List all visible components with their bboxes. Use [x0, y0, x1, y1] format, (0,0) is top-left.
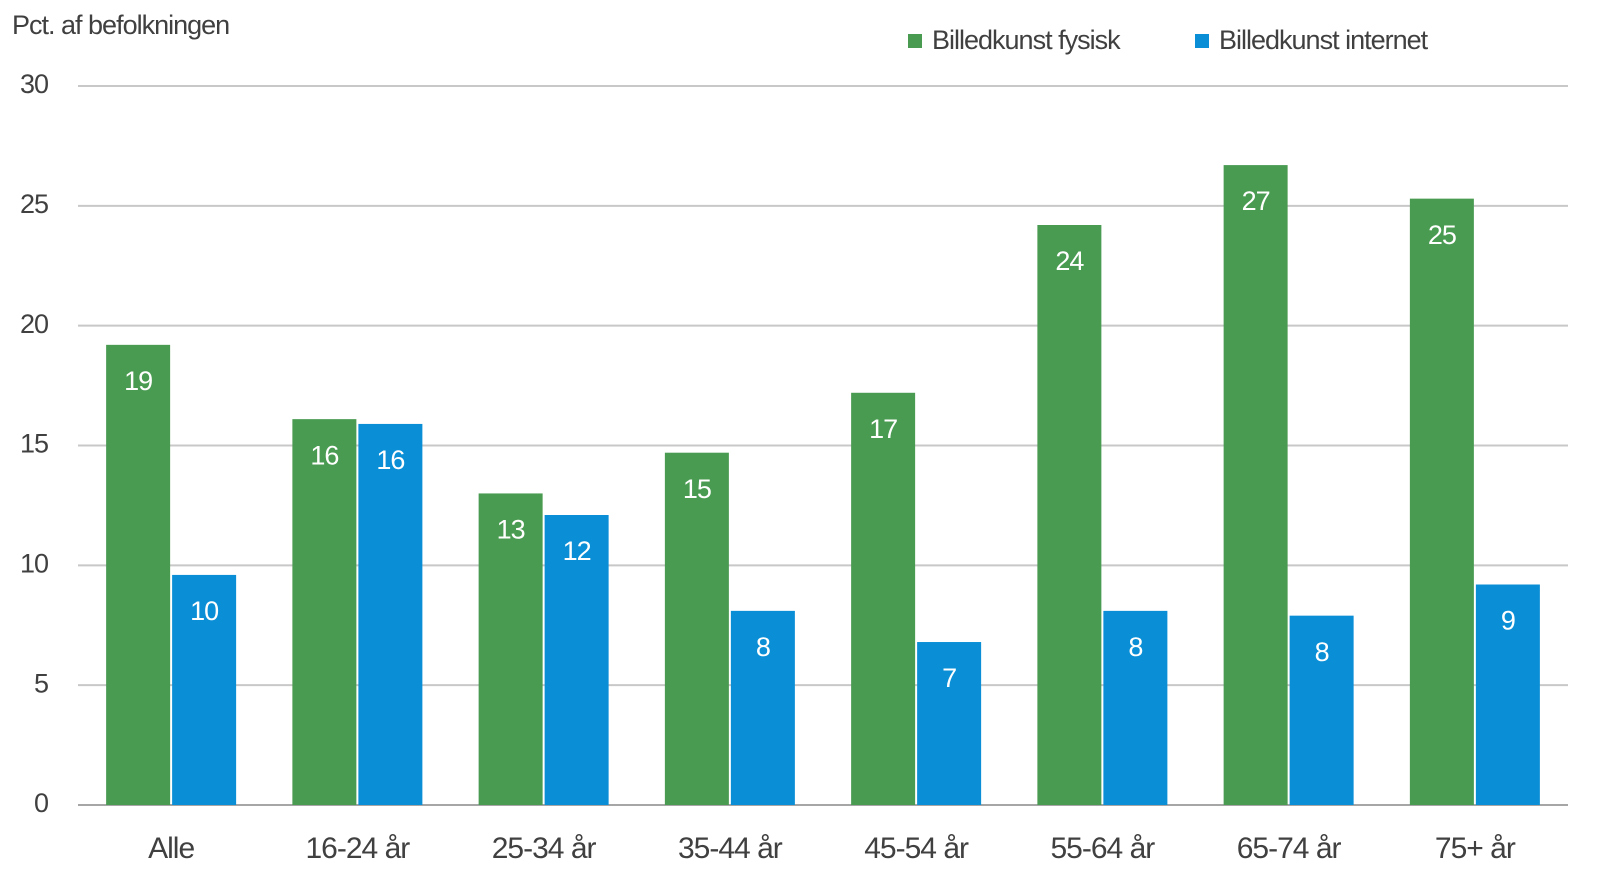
value-label: 9	[1501, 606, 1515, 636]
y-tick-label: 30	[20, 69, 48, 99]
x-tick-label: 75+ år	[1435, 832, 1516, 865]
value-label: 7	[942, 663, 956, 693]
x-tick-label: 25-34 år	[492, 832, 597, 865]
bar	[1037, 225, 1102, 806]
x-tick-label: Alle	[148, 832, 194, 865]
value-label: 17	[869, 414, 897, 444]
x-tick-label: 55-64 år	[1051, 832, 1156, 865]
value-label: 8	[1128, 632, 1142, 662]
value-label: 27	[1242, 186, 1270, 216]
y-axis-label: Pct. af befolkningen	[12, 10, 229, 40]
value-label: 12	[563, 536, 591, 566]
bar	[1475, 584, 1540, 805]
y-tick-label: 20	[20, 309, 48, 339]
y-tick-label: 10	[20, 548, 48, 578]
value-label: 13	[497, 515, 525, 545]
value-label: 24	[1055, 246, 1084, 276]
y-tick-label: 0	[34, 788, 48, 818]
value-label: 19	[124, 366, 152, 396]
value-label: 25	[1428, 220, 1456, 250]
x-tick-label: 16-24 år	[306, 832, 411, 865]
y-tick-label: 5	[34, 668, 48, 698]
value-label: 8	[1315, 637, 1329, 667]
bar	[917, 642, 982, 805]
value-label: 8	[756, 632, 770, 662]
bar	[1289, 615, 1354, 805]
legend-label: Billedkunst fysisk	[932, 25, 1121, 55]
bar	[292, 419, 357, 805]
bar	[544, 515, 609, 805]
legend-swatch	[1195, 34, 1209, 48]
legend-label: Billedkunst internet	[1219, 25, 1429, 55]
bar	[851, 392, 916, 805]
x-tick-label: 45-54 år	[864, 832, 969, 865]
bar	[358, 423, 423, 805]
x-tick-label: 65-74 år	[1237, 832, 1342, 865]
bar	[1409, 198, 1474, 806]
value-label: 15	[683, 474, 711, 504]
x-tick-label: 35-44 år	[678, 832, 783, 865]
bar	[730, 610, 795, 805]
value-label: 16	[310, 440, 338, 470]
bar	[106, 344, 171, 805]
y-tick-label: 15	[20, 429, 48, 459]
value-label: 10	[190, 596, 218, 626]
bar	[1223, 165, 1288, 806]
bar	[478, 493, 543, 805]
legend-swatch	[908, 34, 922, 48]
bar	[664, 452, 729, 805]
bar	[1103, 610, 1168, 805]
bar	[172, 574, 237, 805]
y-tick-label: 25	[20, 189, 48, 219]
value-label: 16	[376, 445, 404, 475]
